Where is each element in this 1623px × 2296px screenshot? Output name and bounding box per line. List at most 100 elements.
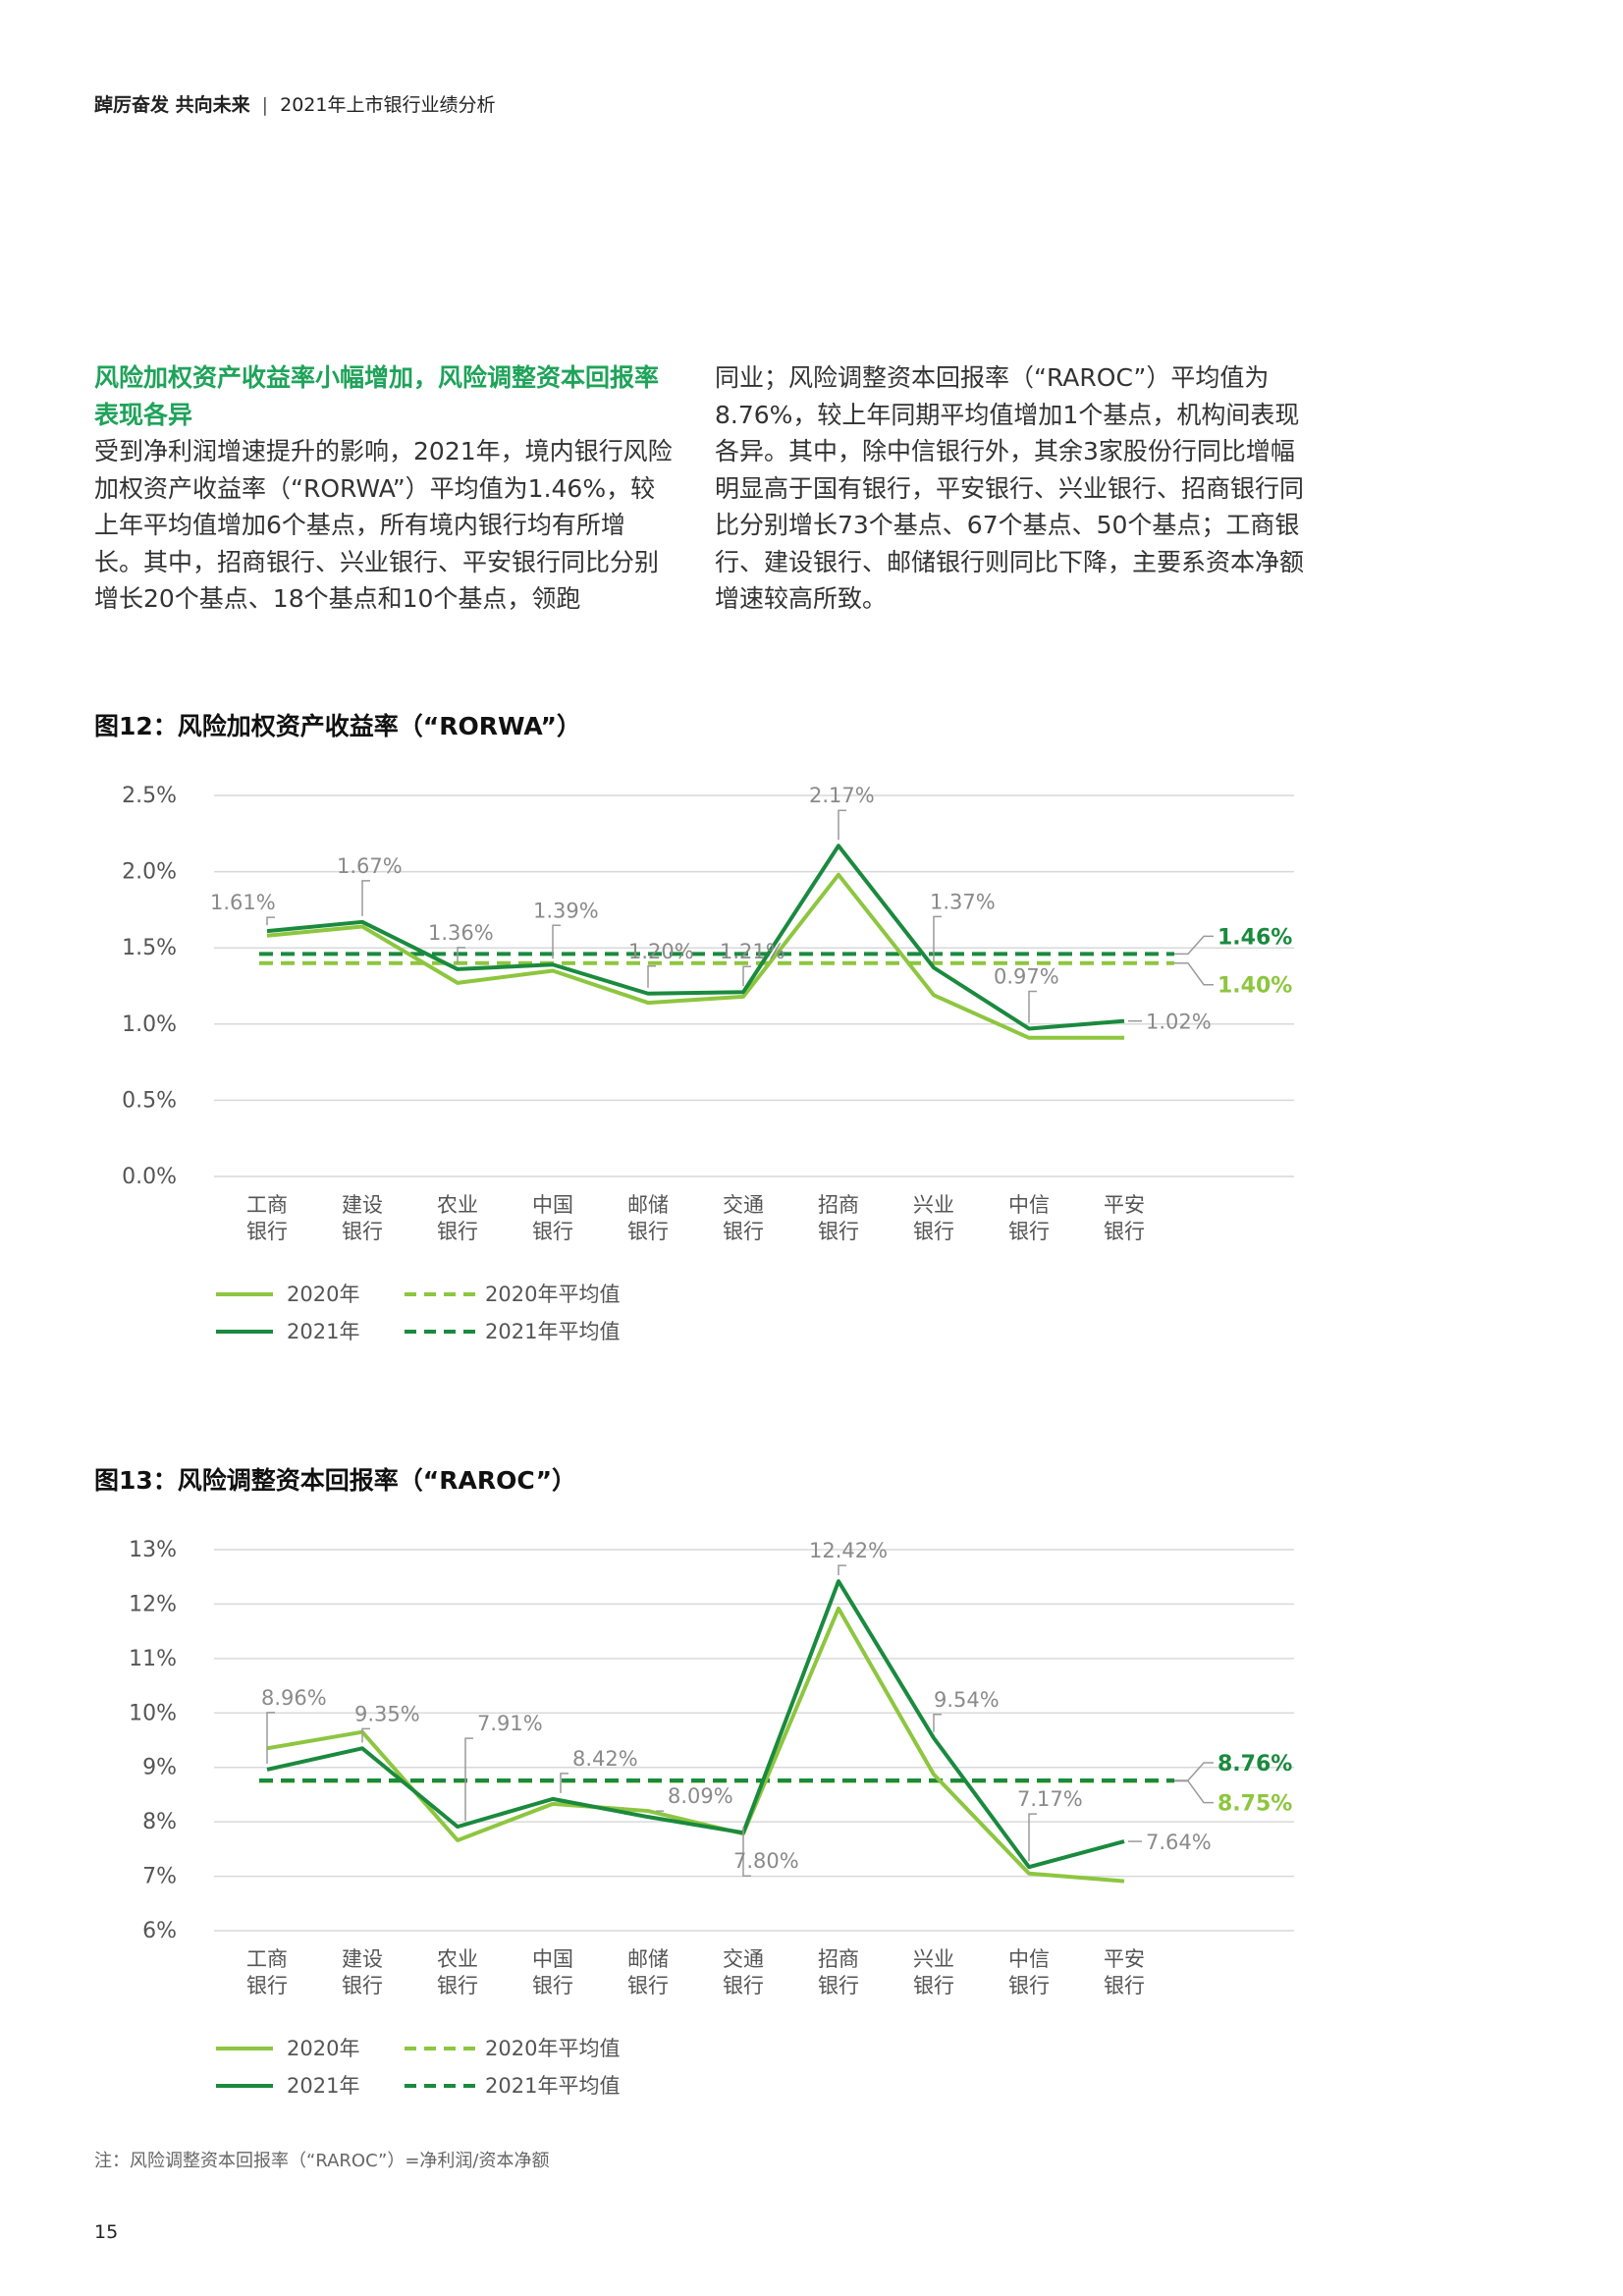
callout-leader (361, 1727, 370, 1743)
average-label-2021: 1.46% (1217, 925, 1292, 950)
callout-leader (1028, 990, 1037, 1023)
data-label: 9.35% (354, 1702, 420, 1725)
y-tick-label: 2.5% (122, 784, 177, 808)
x-tick-label: 银行 (1104, 1974, 1145, 1997)
callout-leader (266, 1712, 275, 1764)
legend-label-2021: 2021年 (287, 1320, 359, 1343)
x-tick-label: 银行 (627, 1974, 669, 1997)
legend-label-2021-average: 2021年平均值 (485, 1320, 620, 1343)
x-tick-label: 农业 (437, 1193, 478, 1217)
callout-leader (266, 916, 275, 926)
average-label-2020: 8.75% (1217, 1792, 1292, 1817)
data-label: 2.17% (809, 784, 875, 807)
average-callout-leader (1174, 961, 1214, 986)
callout-leader (560, 1773, 568, 1793)
x-tick-label: 银行 (1008, 1974, 1050, 1997)
paragraph-left: 受到净利润增速提升的影响，2021年，境内银行风险加权资产收益率（“RORWA”… (94, 437, 673, 613)
x-tick-label: 农业 (437, 1947, 478, 1971)
data-label: 1.39% (533, 899, 599, 922)
series-line-2020 (266, 872, 1124, 1040)
header-separator: | (261, 94, 269, 116)
y-tick-label: 6% (142, 1919, 177, 1943)
x-tick-label: 兴业 (913, 1947, 954, 1971)
callout-leader (464, 1737, 473, 1822)
callout-leader (838, 1564, 846, 1576)
x-tick-label: 银行 (342, 1974, 383, 1997)
x-tick-label: 工商 (246, 1947, 288, 1971)
x-tick-label: 银行 (532, 1220, 573, 1243)
x-tick-label: 银行 (627, 1220, 669, 1243)
x-tick-label: 邮储 (627, 1947, 669, 1971)
data-label: 8.09% (668, 1784, 733, 1808)
section-heading: 风险加权资产收益率小幅增加，风险调整资本回报率表现各异 (94, 363, 660, 429)
x-tick-label: 银行 (818, 1220, 859, 1243)
data-label: 12.42% (809, 1539, 888, 1562)
y-tick-label: 1.5% (122, 936, 177, 960)
data-label: 1.37% (930, 890, 996, 913)
page-number: 15 (94, 2221, 119, 2243)
data-label: 7.64% (1146, 1831, 1212, 1854)
data-label: 1.61% (210, 891, 276, 914)
x-tick-label: 工商 (246, 1193, 288, 1217)
x-tick-label: 邮储 (627, 1193, 669, 1217)
callout-leader (933, 1714, 942, 1732)
legend-label-2020: 2020年 (287, 1283, 359, 1306)
average-callout-leader (1174, 1779, 1214, 1804)
data-label: 8.96% (261, 1686, 327, 1710)
y-tick-label: 13% (129, 1538, 177, 1562)
x-tick-label: 银行 (913, 1974, 954, 1997)
average-callout-leader (1174, 1762, 1214, 1781)
data-label: 1.02% (1146, 1011, 1212, 1034)
callout-leader (838, 809, 846, 841)
x-tick-label: 银行 (913, 1220, 954, 1243)
series-line-2020 (266, 1606, 1125, 1884)
y-tick-label: 0.5% (122, 1088, 177, 1113)
legend-label-2020-average: 2020年平均值 (485, 2037, 620, 2060)
average-callout-leader (1174, 935, 1214, 956)
legend-label-2021: 2021年 (287, 2074, 359, 2098)
x-tick-label: 平安 (1104, 1947, 1145, 1971)
series-line-2021 (266, 844, 1125, 1031)
x-tick-label: 银行 (723, 1220, 764, 1243)
series-line-2021 (266, 1579, 1125, 1870)
callout-leader (1028, 1813, 1037, 1862)
footnote: 注：风险调整资本回报率（“RAROC”）=净利润/资本净额 (94, 2151, 550, 2171)
x-tick-label: 中信 (1008, 1193, 1050, 1217)
x-tick-label: 银行 (818, 1974, 859, 1997)
x-tick-label: 银行 (246, 1220, 288, 1243)
y-tick-label: 10% (129, 1701, 177, 1725)
x-tick-label: 银行 (437, 1220, 478, 1243)
x-tick-label: 建设 (342, 1193, 383, 1217)
legend-label-2020: 2020年 (287, 2037, 359, 2060)
header-subtitle: 2021年上市银行业绩分析 (280, 94, 496, 116)
y-tick-label: 2.0% (122, 860, 177, 885)
callout-leader (742, 1827, 751, 1877)
data-label: 8.42% (572, 1747, 638, 1771)
paragraph-right: 同业；风险调整资本回报率（“RAROC”）平均值为8.76%，较上年同期平均值增… (715, 363, 1305, 613)
data-label: 7.91% (477, 1712, 543, 1735)
figure-13-title: 图13：风险调整资本回报率（“RAROC”） (94, 1466, 577, 1495)
x-tick-label: 银行 (246, 1974, 288, 1997)
data-label: 7.17% (1017, 1787, 1083, 1811)
data-label: 7.80% (733, 1849, 799, 1873)
data-label: 1.20% (628, 940, 694, 963)
x-tick-label: 银行 (1008, 1220, 1050, 1243)
x-tick-label: 交通 (723, 1947, 764, 1971)
legend-label-2020-average: 2020年平均值 (485, 1283, 620, 1306)
y-tick-label: 7% (142, 1865, 177, 1889)
y-tick-label: 0.0% (122, 1165, 177, 1189)
x-tick-label: 银行 (437, 1974, 478, 1997)
y-tick-label: 11% (129, 1647, 177, 1671)
callout-leader (647, 965, 656, 988)
average-label-2020: 1.40% (1217, 974, 1292, 999)
text-column-right: 同业；风险调整资本回报率（“RAROC”）平均值为8.76%，较上年同期平均值增… (715, 359, 1304, 618)
x-tick-label: 交通 (723, 1193, 764, 1217)
callout-leader (742, 965, 751, 987)
data-label: 1.36% (428, 921, 494, 945)
y-tick-label: 8% (142, 1810, 177, 1834)
x-tick-label: 银行 (532, 1974, 573, 1997)
x-tick-label: 兴业 (913, 1193, 954, 1217)
x-tick-label: 招商 (818, 1193, 859, 1217)
